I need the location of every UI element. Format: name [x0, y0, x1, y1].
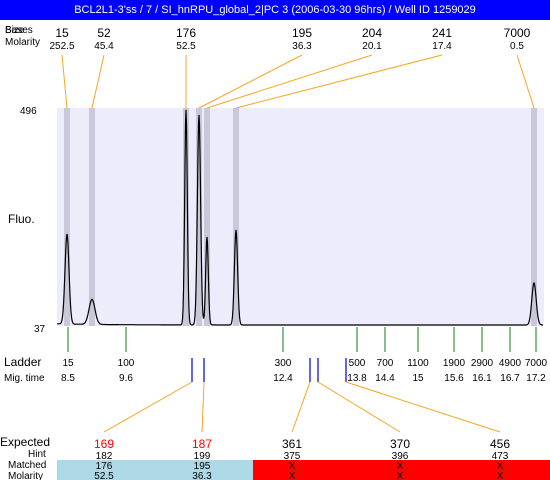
peak-size-label: 241	[432, 26, 452, 40]
ladder-size-label: 1100	[407, 358, 429, 369]
migtime-label: Mig. time	[4, 373, 45, 384]
ladder-migtime-label: 16.7	[500, 373, 520, 384]
window-title: BCL2L1-3'ss / 7 / SI_hnRPU_global_2|PC 3…	[0, 0, 550, 20]
peak-size-label: 176	[176, 26, 196, 40]
ladder-label: Ladder	[4, 355, 41, 369]
plot-area	[57, 108, 544, 326]
matched-molarity-value: X	[497, 471, 504, 480]
hint-value: 199	[194, 451, 211, 462]
ladder-migtime-label: 14.4	[375, 373, 395, 384]
matched-molarity-value: X	[289, 471, 296, 480]
peak-molarity-label: 45.4	[94, 41, 114, 52]
hint-label: Hint	[28, 449, 46, 460]
peak-molarity-label: 252.5	[49, 41, 74, 52]
peak-band	[204, 108, 210, 326]
hint-value: 182	[96, 451, 113, 462]
peak-size-label: 204	[362, 26, 382, 40]
y-axis-max: 496	[20, 106, 37, 117]
ladder-size-label: 4900	[499, 358, 522, 369]
y-axis-label: Fluo.	[8, 212, 35, 226]
peak-size-label: 52	[97, 26, 111, 40]
peak-connector-line	[235, 54, 443, 109]
expected-size-value: 370	[390, 437, 410, 451]
matched-molarity-value: 36.3	[192, 471, 212, 480]
matched-value: X	[289, 461, 296, 472]
hint-value: 396	[392, 451, 409, 462]
expected-connector-line	[201, 381, 205, 433]
matched-molarity-value: 52.5	[94, 471, 114, 480]
expected-size-value: 187	[192, 437, 212, 451]
ladder-size-label: 2900	[471, 358, 494, 369]
ladder-size-label: 700	[377, 358, 394, 369]
peak-band	[233, 108, 239, 326]
expected-connector-line	[345, 381, 501, 433]
expected-size-value: 361	[282, 437, 302, 451]
hint-value: 375	[284, 451, 301, 462]
matched-value: X	[497, 461, 504, 472]
ladder-size-label: 500	[349, 358, 366, 369]
peak-molarity-label: 36.3	[292, 41, 312, 52]
header-size-label: Size	[5, 25, 25, 36]
header-bases-label: Bases	[5, 25, 33, 36]
peak-size-label: 15	[55, 26, 69, 40]
matched-value: X	[397, 461, 404, 472]
peak-connector-line	[206, 54, 373, 109]
peak-band	[64, 108, 70, 326]
peak-size-label: 7000	[504, 26, 531, 40]
expected-size-value: 456	[490, 437, 510, 451]
expected-connector-line	[291, 381, 311, 433]
expected-connector-line	[317, 381, 401, 433]
ladder-migtime-label: 12.4	[273, 373, 293, 384]
missing-row-background	[253, 460, 550, 480]
peak-band	[89, 108, 95, 326]
ladder-size-label: 15	[62, 358, 74, 369]
matched-value: 176	[96, 461, 113, 472]
peak-connector-line	[91, 54, 105, 109]
ladder-migtime-label: 9.6	[119, 373, 133, 384]
peak-molarity-label: 52.5	[176, 41, 196, 52]
matched-label: Matched	[8, 460, 46, 471]
peak-connector-line	[61, 54, 68, 109]
peak-band	[196, 108, 202, 326]
ladder-migtime-label: 17.2	[526, 373, 546, 384]
ladder-size-label: 100	[118, 358, 135, 369]
expected-label: Expected	[0, 435, 50, 449]
peak-molarity-label: 0.5	[510, 41, 524, 52]
ladder-migtime-label: 8.5	[61, 373, 75, 384]
y-axis-min: 37	[34, 324, 46, 335]
matched-molarity-value: X	[397, 471, 404, 480]
peak-molarity-label: 20.1	[362, 41, 382, 52]
hint-value: 473	[492, 451, 509, 462]
ladder-size-label: 300	[275, 358, 292, 369]
peak-connector-line	[198, 54, 303, 109]
peak-band	[183, 108, 189, 326]
peak-connector-line	[516, 54, 535, 109]
matched-row-background	[57, 460, 253, 480]
peak-size-label: 195	[292, 26, 312, 40]
matched-value: 195	[194, 461, 211, 472]
ladder-migtime-label: 15	[412, 373, 424, 384]
expected-molarity-label: Molarity	[8, 471, 43, 480]
expected-connector-line	[103, 381, 193, 433]
ladder-migtime-label: 15.6	[444, 373, 464, 384]
peak-molarity-label: 17.4	[432, 41, 452, 52]
expected-size-value: 169	[94, 437, 114, 451]
header-molarity-label: Molarity	[5, 37, 40, 48]
ladder-migtime-label: 16.1	[472, 373, 492, 384]
ladder-migtime-label: 13.8	[347, 373, 367, 384]
fluorescence-trace	[57, 109, 543, 326]
ladder-size-label: 1900	[443, 358, 466, 369]
ladder-size-label: 7000	[525, 358, 548, 369]
peak-band	[531, 108, 537, 326]
